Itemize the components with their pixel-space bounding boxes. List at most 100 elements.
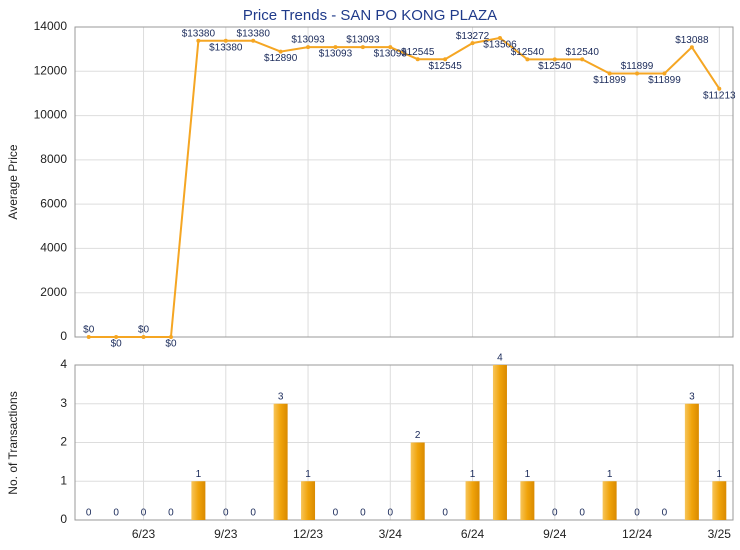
value-label: 1 bbox=[470, 469, 476, 480]
point bbox=[415, 57, 420, 62]
value-label: 3 bbox=[278, 391, 284, 402]
value-label: 1 bbox=[607, 469, 613, 480]
value-label: 0 bbox=[442, 508, 448, 519]
value-label: 0 bbox=[86, 508, 92, 519]
bar bbox=[410, 442, 425, 520]
value-label: 4 bbox=[497, 353, 503, 364]
point bbox=[580, 57, 585, 62]
bar bbox=[465, 481, 480, 520]
value-label: $13272 bbox=[456, 31, 490, 42]
y-tick-label: 8000 bbox=[40, 152, 67, 166]
value-label: $0 bbox=[111, 339, 123, 350]
value-label: 0 bbox=[662, 508, 668, 519]
x-tick-label: 3/24 bbox=[379, 527, 403, 541]
point bbox=[196, 38, 201, 43]
plot-frame bbox=[74, 26, 734, 338]
value-label: $13093 bbox=[374, 49, 408, 60]
value-label: 3 bbox=[689, 391, 695, 402]
point bbox=[552, 57, 557, 62]
value-label: 1 bbox=[196, 469, 202, 480]
value-label: 0 bbox=[250, 508, 256, 519]
value-label: $12545 bbox=[428, 61, 462, 72]
bar bbox=[191, 481, 206, 520]
value-label: $13088 bbox=[675, 35, 709, 46]
bar bbox=[602, 481, 617, 520]
bar bbox=[273, 403, 288, 520]
value-label: $0 bbox=[138, 325, 150, 336]
value-label: $12545 bbox=[401, 47, 435, 58]
value-label: 1 bbox=[717, 469, 723, 480]
value-label: 0 bbox=[168, 508, 174, 519]
value-label: 0 bbox=[388, 508, 394, 519]
point bbox=[86, 335, 91, 339]
x-tick-label: 6/23 bbox=[132, 527, 156, 541]
point bbox=[388, 45, 393, 50]
value-label: $12540 bbox=[538, 61, 572, 72]
point bbox=[470, 41, 475, 46]
point bbox=[114, 335, 119, 339]
value-label: $13380 bbox=[237, 28, 271, 39]
value-label: $13093 bbox=[346, 35, 380, 46]
point bbox=[717, 86, 722, 91]
value-label: 0 bbox=[634, 508, 640, 519]
point bbox=[141, 335, 146, 339]
y-tick-label: 12000 bbox=[34, 63, 68, 77]
value-label: 0 bbox=[141, 508, 147, 519]
point bbox=[497, 35, 502, 40]
x-tick-label: 12/23 bbox=[293, 527, 323, 541]
point bbox=[635, 71, 640, 76]
y-tick-label: 4000 bbox=[40, 241, 67, 255]
value-label: $13093 bbox=[319, 49, 353, 60]
y-tick-label: 4 bbox=[60, 357, 67, 371]
bar bbox=[301, 481, 316, 520]
value-label: 0 bbox=[360, 508, 366, 519]
y-tick-label: 10000 bbox=[34, 108, 68, 122]
point bbox=[278, 49, 283, 54]
value-label: 0 bbox=[579, 508, 585, 519]
value-label: 2 bbox=[415, 430, 421, 441]
bar bbox=[492, 365, 507, 520]
value-label: 0 bbox=[113, 508, 119, 519]
value-label: $13380 bbox=[182, 28, 216, 39]
value-label: $12540 bbox=[511, 47, 545, 58]
bar bbox=[520, 481, 535, 520]
value-label: $11899 bbox=[648, 75, 681, 86]
y-tick-label: 14000 bbox=[34, 19, 68, 33]
value-label: $12890 bbox=[264, 53, 298, 64]
value-label: $11899 bbox=[593, 75, 626, 86]
value-label: 0 bbox=[552, 508, 558, 519]
x-tick-label: 9/24 bbox=[543, 527, 567, 541]
point bbox=[525, 57, 530, 62]
point bbox=[360, 45, 365, 50]
point bbox=[689, 45, 694, 50]
value-label: $11899 bbox=[621, 61, 654, 72]
point bbox=[333, 45, 338, 50]
point bbox=[168, 335, 173, 339]
point bbox=[662, 71, 667, 76]
plot-frame bbox=[74, 364, 734, 521]
price-line bbox=[88, 36, 721, 338]
value-label: 0 bbox=[333, 508, 339, 519]
y-axis-label: No. of Transactions bbox=[6, 391, 20, 494]
y-tick-label: 2 bbox=[60, 435, 67, 449]
y-tick-label: 2000 bbox=[40, 285, 67, 299]
y-tick-label: 1 bbox=[60, 473, 67, 487]
point bbox=[306, 45, 311, 50]
point bbox=[251, 38, 256, 43]
value-label: $12540 bbox=[566, 47, 600, 58]
value-label: 1 bbox=[525, 469, 531, 480]
value-label: $0 bbox=[83, 325, 95, 336]
bar bbox=[684, 403, 699, 520]
y-tick-label: 0 bbox=[60, 329, 67, 343]
y-tick-label: 3 bbox=[60, 396, 67, 410]
value-label: $13506 bbox=[483, 40, 517, 51]
point bbox=[443, 57, 448, 62]
x-tick-label: 9/23 bbox=[214, 527, 238, 541]
x-tick-label: 3/25 bbox=[708, 527, 732, 541]
y-tick-label: 6000 bbox=[40, 196, 67, 210]
value-label: $13093 bbox=[291, 35, 325, 46]
y-axis-label: Average Price bbox=[6, 144, 20, 219]
point bbox=[223, 38, 228, 43]
